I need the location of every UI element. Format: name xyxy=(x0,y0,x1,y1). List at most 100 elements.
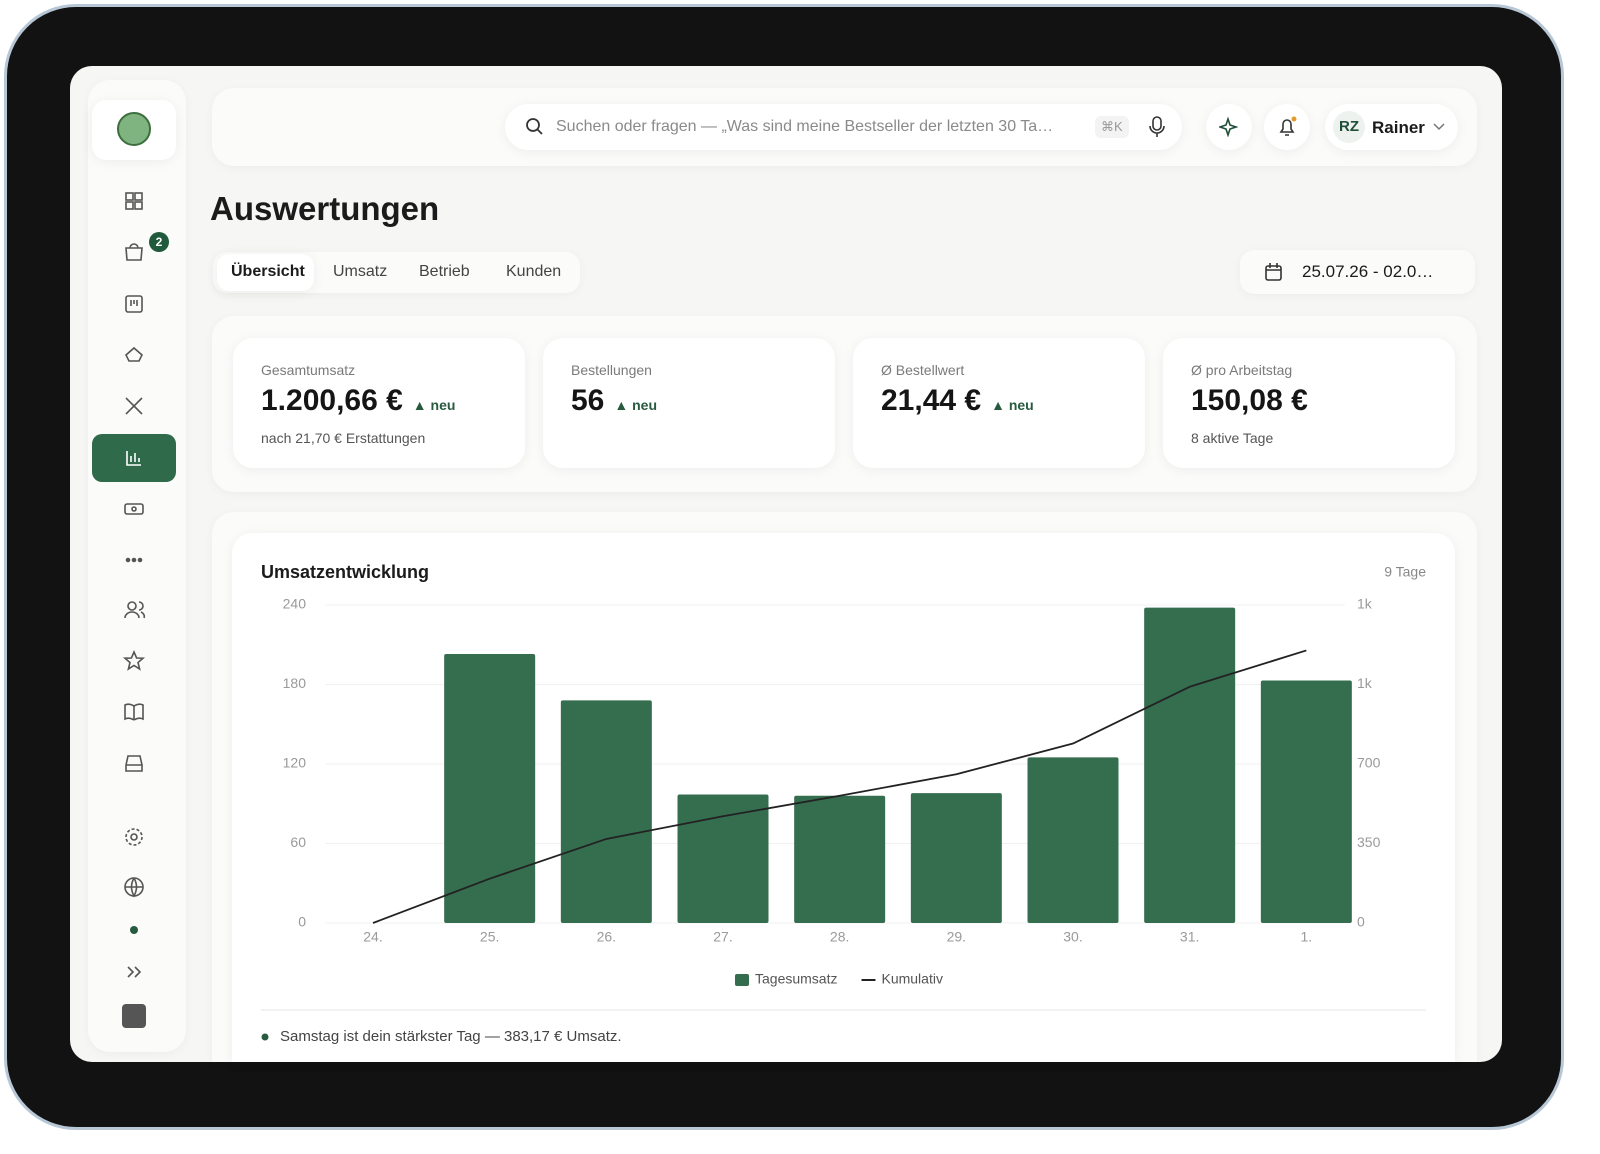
x-tick-label: 26. xyxy=(597,929,616,945)
search-placeholder: Suchen oder fragen — „Was sind meine Bes… xyxy=(556,118,1054,135)
bar xyxy=(560,700,652,923)
icon-shape xyxy=(125,295,143,313)
nav-icon[interactable] xyxy=(124,503,144,515)
legend-label: Kumulativ xyxy=(881,971,942,987)
chart: Umsatzentwicklung 9 Tage Samstag ist dei… xyxy=(261,562,1426,1045)
y2-tick-label: 700 xyxy=(1357,755,1381,771)
y2-tick-label: 1k xyxy=(1357,596,1373,612)
x-tick-label: 28. xyxy=(830,929,849,945)
cart-badge: 2 xyxy=(149,232,169,252)
nav-icon[interactable] xyxy=(125,295,143,313)
icon-shape xyxy=(122,649,146,671)
note-dot xyxy=(261,1033,269,1041)
x-tick-label: 27. xyxy=(713,929,732,945)
logo xyxy=(117,112,151,146)
user-name: Rainer xyxy=(1372,118,1425,137)
nav-icon[interactable] xyxy=(122,649,146,671)
bar xyxy=(1260,680,1352,923)
icon-shape xyxy=(125,346,143,362)
ai-button[interactable] xyxy=(1206,104,1252,150)
bar xyxy=(1027,757,1119,923)
x-tick-label: 31. xyxy=(1180,929,1199,945)
icon-shape xyxy=(130,300,138,306)
icon-shape xyxy=(125,192,134,201)
search-box[interactable]: Suchen oder fragen — „Was sind meine Bes… xyxy=(505,104,1182,150)
y2-tick-label: 350 xyxy=(1357,834,1381,850)
icon-shape xyxy=(124,703,144,721)
nav-icon[interactable] xyxy=(125,243,143,261)
nav-icon[interactable] xyxy=(130,926,138,934)
nav-icon[interactable] xyxy=(124,877,144,898)
nav-icons xyxy=(122,192,146,1028)
kpi-card: Bestellungen 56 ▲ neu xyxy=(543,338,835,468)
nav-icon[interactable] xyxy=(125,755,143,772)
user-menu[interactable]: RZ Rainer xyxy=(1325,104,1458,150)
icon-shape xyxy=(125,877,143,898)
kpi-value: 21,44 € xyxy=(881,384,982,417)
nav-icon[interactable] xyxy=(124,703,144,721)
kpi-row: 1.200,66 € ▲ neu xyxy=(261,384,455,418)
kpi-value: 150,08 € xyxy=(1191,384,1308,417)
y-tick-label: 120 xyxy=(283,755,307,771)
nav-icon[interactable] xyxy=(127,966,142,978)
icon-shape xyxy=(122,1004,146,1028)
x-tick-label: 30. xyxy=(1063,929,1082,945)
tab[interactable]: Umsatz xyxy=(333,263,388,280)
nav-icon[interactable] xyxy=(122,1004,146,1028)
bar xyxy=(910,793,1002,923)
search-icon xyxy=(526,118,543,135)
kpi-row: 150,08 € xyxy=(1191,384,1308,418)
logo-box[interactable] xyxy=(92,100,176,160)
tab-active-bg xyxy=(217,254,314,291)
y2-tick-label: 0 xyxy=(1357,914,1365,930)
kpi-sub: 8 aktive Tage xyxy=(1191,430,1274,446)
chevron xyxy=(1433,123,1445,131)
bell-icon xyxy=(1279,116,1297,136)
kpi-badge: ▲ neu xyxy=(614,397,658,413)
kpi-card: Ø Bestellwert 21,44 € ▲ neu xyxy=(853,338,1145,468)
icon-shape xyxy=(125,755,143,772)
icon-shape xyxy=(125,557,131,563)
tab[interactable]: Übersicht xyxy=(231,263,305,280)
chart-note: Samstag ist dein stärkster Tag — 383,17 … xyxy=(280,1028,622,1045)
x-tick-label: 29. xyxy=(947,929,966,945)
icon-shape xyxy=(137,557,143,563)
notifications[interactable] xyxy=(1264,104,1310,150)
nav-icon[interactable] xyxy=(126,451,141,466)
nav-icon[interactable] xyxy=(125,557,143,563)
y-tick-label: 0 xyxy=(298,914,306,930)
icon-shape xyxy=(124,601,146,619)
nav-icon[interactable] xyxy=(124,601,146,619)
icon-shape xyxy=(134,201,143,210)
nav-active[interactable] xyxy=(92,434,176,482)
bar xyxy=(1144,607,1236,923)
kpi-row: 21,44 € ▲ neu xyxy=(881,384,1034,418)
mic-icon[interactable] xyxy=(1148,116,1166,138)
legend-label: Tagesumsatz xyxy=(755,971,837,987)
icon-shape xyxy=(124,503,144,515)
icon-shape xyxy=(131,557,137,563)
shortcut: ⌘K xyxy=(1095,116,1129,138)
kpi-sub: nach 21,70 € Erstattungen xyxy=(261,430,426,446)
bar xyxy=(444,654,536,923)
nav-icon[interactable] xyxy=(125,346,143,362)
kpi-label: Bestellungen xyxy=(571,362,652,378)
avatar: RZ xyxy=(1333,111,1365,143)
icon-shape xyxy=(125,243,143,261)
nav-icon[interactable] xyxy=(125,828,143,846)
nav-icon[interactable] xyxy=(125,397,143,415)
bar xyxy=(677,794,769,923)
tab[interactable]: Kunden xyxy=(506,263,562,280)
icon-shape xyxy=(127,966,142,978)
y-tick-label: 240 xyxy=(283,596,307,612)
y-tick-label: 60 xyxy=(290,834,306,850)
date-picker[interactable]: 25.07.26 - 02.0… xyxy=(1240,250,1475,294)
x-tick-label: 25. xyxy=(480,929,499,945)
tab[interactable]: Betrieb xyxy=(419,263,470,280)
bar xyxy=(794,795,886,923)
nav-icon[interactable] xyxy=(125,192,143,210)
x-tick-label: 1. xyxy=(1300,929,1312,945)
x-tick-label: 24. xyxy=(363,929,382,945)
icon-shape xyxy=(125,828,143,846)
